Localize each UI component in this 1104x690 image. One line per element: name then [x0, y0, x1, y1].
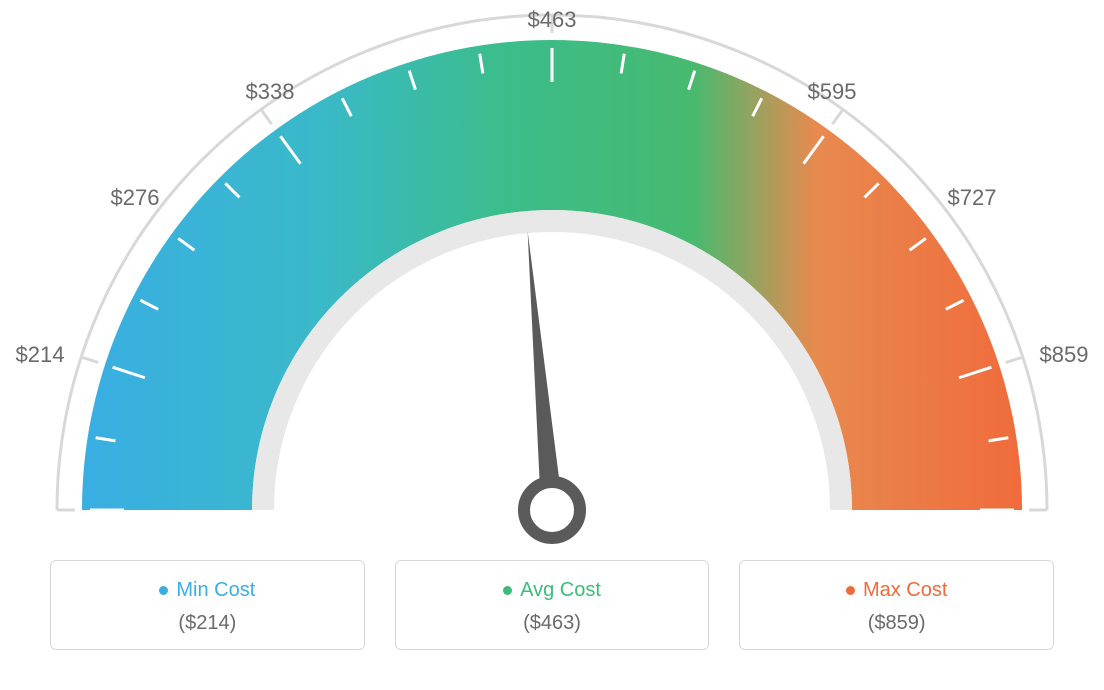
max-cost-card: Max Cost ($859): [739, 560, 1054, 650]
max-cost-label: Max Cost: [863, 579, 947, 602]
gauge-scale-label: $595: [808, 79, 857, 105]
gauge-scale-label: $463: [528, 7, 577, 33]
max-cost-title: Max Cost: [846, 579, 947, 602]
dot-icon: [159, 586, 168, 595]
avg-cost-value: ($463): [396, 612, 709, 635]
gauge-scale-label: $727: [948, 185, 997, 211]
min-cost-title: Min Cost: [159, 579, 255, 602]
avg-cost-title: Avg Cost: [503, 579, 601, 602]
gauge-svg: [0, 0, 1104, 560]
gauge-chart: $214 $276 $338 $463 $595 $727 $859: [0, 0, 1104, 560]
gauge-scale-label: $214: [16, 342, 65, 368]
dot-icon: [846, 586, 855, 595]
min-cost-label: Min Cost: [176, 579, 255, 602]
dot-icon: [503, 586, 512, 595]
max-cost-value: ($859): [740, 612, 1053, 635]
gauge-scale-label: $276: [111, 185, 160, 211]
min-cost-value: ($214): [51, 612, 364, 635]
gauge-scale-label: $338: [246, 79, 295, 105]
gauge-scale-label: $859: [1040, 342, 1089, 368]
cost-summary-cards: Min Cost ($214) Avg Cost ($463) Max Cost…: [0, 560, 1104, 650]
avg-cost-label: Avg Cost: [520, 579, 601, 602]
avg-cost-card: Avg Cost ($463): [395, 560, 710, 650]
min-cost-card: Min Cost ($214): [50, 560, 365, 650]
